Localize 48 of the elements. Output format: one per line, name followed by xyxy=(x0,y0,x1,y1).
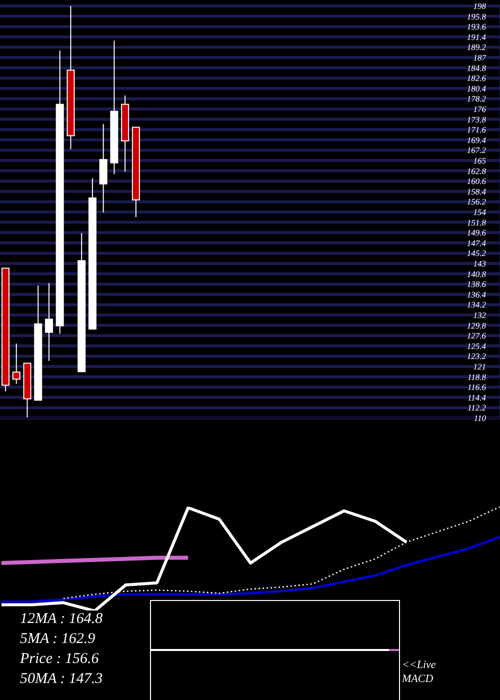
y-tick-label: 136.4 xyxy=(466,289,487,300)
y-tick-label: 140.8 xyxy=(466,268,487,279)
y-tick-label: 125.4 xyxy=(466,340,487,351)
y-tick-label: 138.6 xyxy=(466,279,487,290)
y-tick-label: 162.8 xyxy=(466,166,487,176)
y-tick-label: 178.2 xyxy=(466,94,487,104)
y-tick-label: 184.8 xyxy=(466,62,487,73)
text: 12MA : 164.8 xyxy=(20,610,104,629)
y-tick-label: 134.2 xyxy=(466,300,487,310)
text: Price : 156.6 xyxy=(20,650,100,669)
y-tick-label: 132 xyxy=(473,310,487,320)
y-tick-label: 114.4 xyxy=(468,392,487,402)
y-tick-label: 121 xyxy=(473,362,486,372)
y-tick-label: 143 xyxy=(473,258,486,269)
y-tick-label: 110 xyxy=(474,413,487,424)
y-tick-label: 147.4 xyxy=(466,238,487,248)
text: 5MA : 162.9 xyxy=(20,630,96,649)
y-tick-label: 193.6 xyxy=(466,22,487,32)
y-tick-label: 151.8 xyxy=(466,217,487,228)
y-tick-label: 187 xyxy=(473,52,487,63)
text: <<Live MACD xyxy=(402,658,437,686)
y-tick-label: 169.4 xyxy=(466,134,487,145)
y-tick-label: 167.2 xyxy=(466,145,487,156)
y-tick-label: 145.2 xyxy=(466,248,487,258)
y-tick-label: 191.4 xyxy=(466,32,487,42)
y-tick-label: 176 xyxy=(473,104,487,114)
y-tick-label: 149.6 xyxy=(466,228,487,238)
y-tick-label: 182.6 xyxy=(466,73,487,84)
y-tick-label: 160.6 xyxy=(466,176,487,186)
y-tick-label: 173.8 xyxy=(466,114,487,124)
y-tick-label: 189.2 xyxy=(466,42,487,52)
y-tick-label: 127.6 xyxy=(466,330,487,341)
y-tick-label: 156.2 xyxy=(466,196,487,207)
y-tick-label: 195.8 xyxy=(466,11,487,22)
y-tick-label: 118.8 xyxy=(468,372,487,382)
y-tick-label: 112.2 xyxy=(468,402,487,413)
y-tick-label: 165 xyxy=(473,156,486,166)
y-tick-label: 154 xyxy=(473,207,487,218)
y-tick-label: 158.4 xyxy=(466,186,487,196)
y-tick-label: 123.2 xyxy=(466,351,487,362)
y-tick-label: 198 xyxy=(473,1,487,12)
text: 50MA : 147.3 xyxy=(20,670,104,689)
y-tick-label: 116.6 xyxy=(468,382,487,392)
candlestick xyxy=(44,282,53,362)
y-tick-label: 129.8 xyxy=(466,320,487,330)
candlestick xyxy=(12,343,20,384)
y-tick-label: 171.6 xyxy=(466,124,487,135)
y-tick-label: 180.4 xyxy=(466,83,487,94)
